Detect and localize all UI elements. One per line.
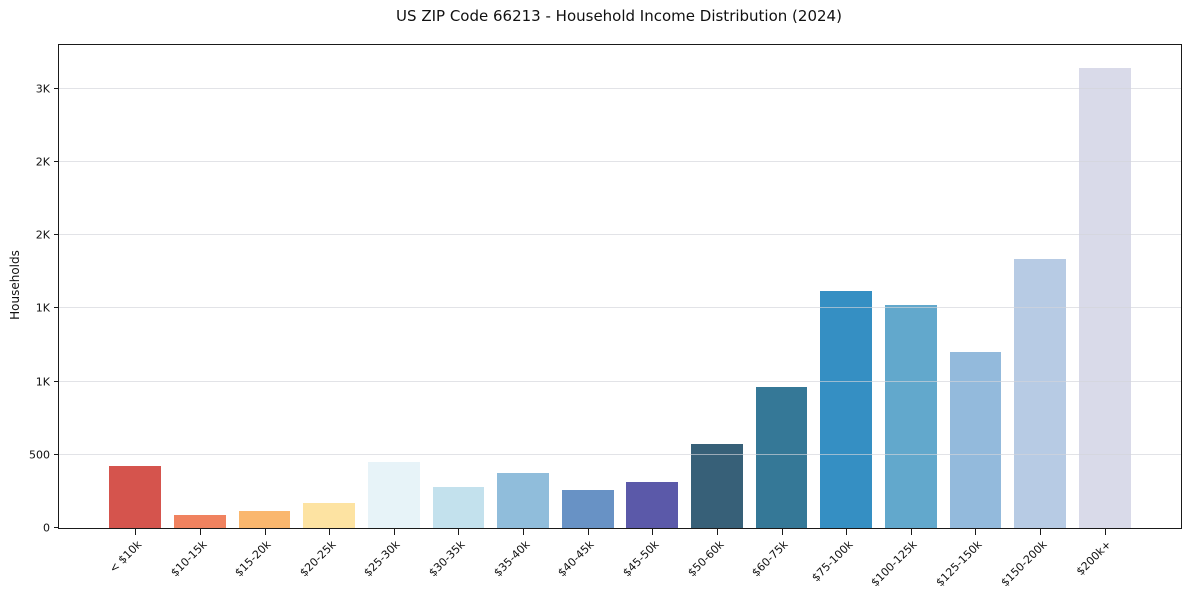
y-tick-mark: [54, 307, 59, 309]
x-tick-label: $100-125k: [868, 538, 921, 590]
bar: [820, 290, 873, 528]
x-tick-mark: [716, 529, 718, 535]
bar: [561, 489, 614, 528]
x-tick-mark: [135, 529, 137, 535]
x-tick-label: $15-20k: [232, 538, 274, 580]
y-tick-label: 1K: [35, 301, 50, 315]
bar-slot: $30-35k: [426, 45, 491, 579]
x-tick-mark: [329, 529, 331, 535]
bar: [1078, 68, 1131, 528]
bar-slot: $150-200k: [998, 45, 1073, 589]
bar: [109, 465, 162, 528]
bar: [691, 443, 743, 528]
x-tick-label: $20-25k: [297, 538, 339, 580]
x-tick-label: $10-15k: [167, 538, 210, 580]
plot-area: < $10k $10-15k $15-20k $20-25k $25-30k $30-35…: [29, 44, 1182, 589]
bar-slot: $20-25k: [297, 45, 362, 579]
bar-slot: $50-60k: [685, 45, 750, 579]
bars-row: < $10k $10-15k $15-20k $20-25k $25-30k $30-35…: [59, 45, 1181, 589]
x-tick-mark: [652, 529, 654, 535]
x-tick-label: $30-35k: [426, 538, 468, 580]
y-axis-label: Households: [8, 250, 22, 320]
x-tick-mark: [458, 529, 460, 535]
x-tick-label: $150-200k: [998, 538, 1050, 590]
x-tick-mark: [393, 529, 395, 535]
bar-slot: $40-45k: [555, 45, 620, 579]
bar: [497, 473, 549, 528]
y-tick-mark: [54, 87, 59, 89]
x-tick-mark: [781, 529, 783, 535]
x-tick-mark: [975, 529, 977, 535]
y-tick-label: 0: [43, 521, 50, 535]
x-tick-mark: [1104, 529, 1106, 535]
chart-title: US ZIP Code 66213 - Household Income Dis…: [396, 7, 842, 25]
x-tick-mark: [264, 529, 266, 535]
bar-slot: $45-50k: [620, 45, 685, 579]
x-tick-label: $45-50k: [620, 538, 662, 580]
y-tick-label: 2K: [35, 155, 50, 169]
y-tick-mark: [54, 161, 59, 163]
bar-slot: $35-40k: [491, 45, 556, 579]
y-tick-mark: [54, 380, 59, 382]
bar: [884, 304, 937, 528]
x-tick-label: $40-45k: [555, 538, 597, 580]
bar-slot: $75-100k: [809, 45, 879, 584]
bar-slot: $15-20k: [232, 45, 297, 579]
x-tick-mark: [1040, 529, 1042, 535]
bar: [367, 462, 420, 528]
y-tick-label: 1K: [35, 375, 50, 389]
x-tick-label: $60-75k: [749, 538, 791, 580]
x-tick-label: $125-150k: [933, 538, 985, 590]
bar: [238, 511, 291, 528]
x-tick-mark: [199, 529, 201, 535]
x-tick-label: $200k+: [1073, 538, 1114, 579]
y-tick-mark: [54, 234, 59, 236]
bar: [174, 514, 226, 528]
bar-slot: $100-125k: [869, 45, 944, 589]
y-tick-mark: [54, 453, 59, 455]
bar: [949, 352, 1002, 528]
bar: [626, 481, 679, 528]
x-tick-label: < $10k: [106, 538, 145, 576]
bar-slot: $125-150k: [933, 45, 1008, 589]
bar: [1014, 259, 1066, 528]
bar-slot: $10-15k: [168, 45, 233, 579]
x-tick-label: $35-40k: [490, 538, 533, 580]
y-tick-label: 3K: [35, 82, 50, 96]
x-tick-mark: [523, 529, 525, 535]
bar: [303, 503, 356, 528]
bar: [755, 386, 808, 528]
x-tick-label: $75-100k: [809, 538, 856, 585]
y-tick-label: 2K: [35, 228, 50, 242]
y-tick-label: 500: [29, 448, 50, 462]
x-tick-mark: [587, 529, 589, 535]
bar-slot: $60-75k: [749, 45, 814, 579]
x-tick-label: $50-60k: [684, 538, 727, 580]
bar-slot: < $10k: [103, 45, 168, 576]
x-tick-mark: [910, 529, 912, 535]
y-tick-mark: [54, 527, 59, 528]
bar: [432, 487, 485, 528]
x-tick-label: $25-30k: [361, 538, 404, 580]
bar-slot: $25-30k: [362, 45, 427, 579]
bar-slot: $200k+: [1072, 45, 1137, 578]
x-tick-mark: [846, 529, 848, 535]
